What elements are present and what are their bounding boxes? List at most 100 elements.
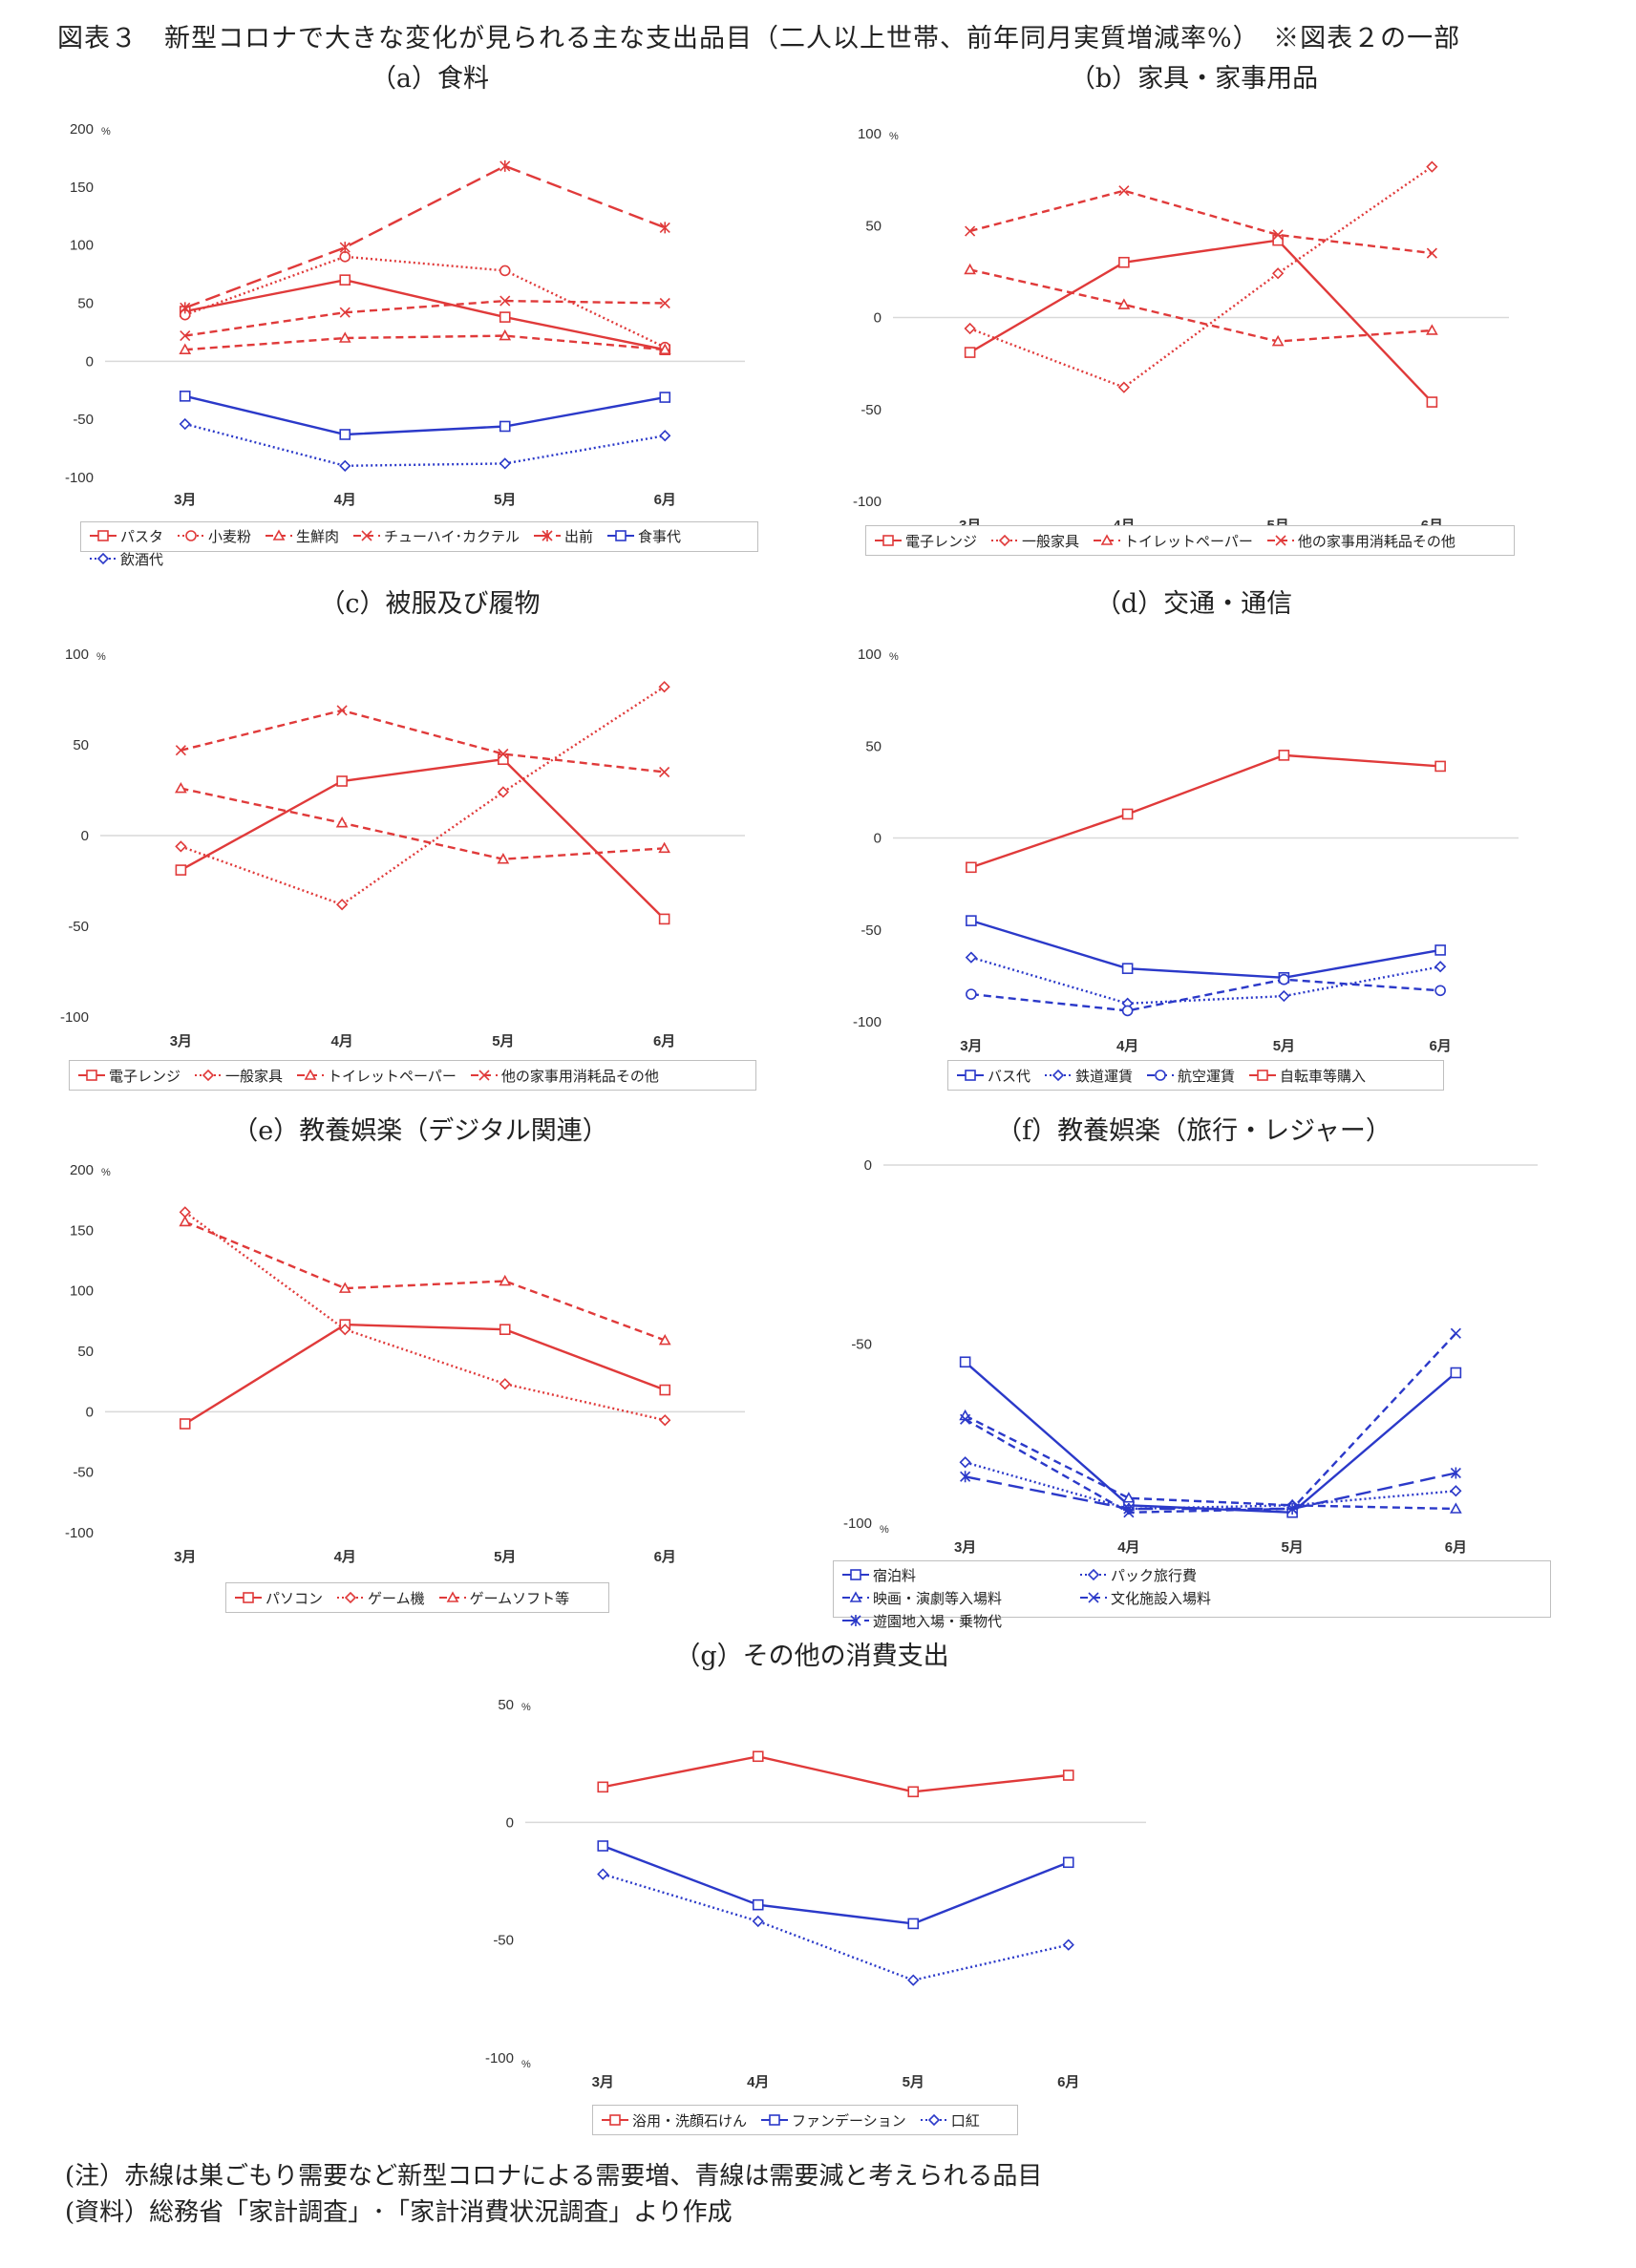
series-1 [179, 1319, 671, 1430]
data-point [335, 816, 349, 828]
series-4 [180, 295, 670, 342]
data-point [499, 1378, 511, 1390]
legend-marker [86, 1070, 97, 1081]
series-6 [179, 391, 671, 440]
series-line [969, 165, 1434, 389]
data-point [499, 265, 511, 277]
x-tick-label: 5月 [494, 492, 516, 508]
series-line [965, 1414, 1456, 1511]
series-line [968, 239, 1434, 403]
data-point [1278, 750, 1290, 761]
data-point [658, 343, 671, 354]
footnote-source: (資料）総務省「家計調査」･「家計消費状況調査」より作成 [65, 2198, 733, 2227]
data-point [1271, 267, 1285, 280]
x-tick-label: 6月 [1445, 1539, 1467, 1556]
y-tick-label: -50 [493, 1933, 514, 1949]
data-point [499, 420, 511, 433]
legend-label: 他の家事用消耗品その他 [500, 1068, 659, 1085]
legend-marker [850, 1615, 861, 1626]
data-point [1118, 256, 1130, 268]
data-point [497, 853, 510, 864]
panel-title-g: （g）その他の消費支出 [674, 1642, 949, 1671]
legend-marker [927, 2113, 940, 2127]
data-point [966, 915, 977, 926]
legend-swatch [90, 552, 117, 565]
data-point [1272, 229, 1284, 241]
series-line [184, 164, 666, 309]
legend-swatch [761, 2114, 789, 2126]
y-tick-label: -50 [68, 919, 89, 935]
data-point [964, 347, 976, 358]
y-tick-label: 100 [858, 126, 882, 142]
data-point [964, 322, 976, 335]
legend-label: チューハイ･カクテル [384, 528, 520, 545]
y-tick-label: 0 [874, 831, 882, 847]
data-point [339, 242, 351, 254]
data-point [1062, 1770, 1074, 1781]
legend-label: 電子レンジ [109, 1068, 181, 1085]
data-point [1062, 1856, 1074, 1869]
legend-item: 他の家事用消耗品その他 [1266, 529, 1455, 552]
data-point [597, 1840, 609, 1852]
legend-marker [542, 530, 553, 541]
legend-swatch [1094, 534, 1121, 545]
legend-swatch [606, 530, 634, 541]
legend-entertainment-travel: 宿泊料 パック旅行費 映画・演劇等入場料 文化施設入場料 遊園地入場・乗物代 [833, 1560, 1551, 1630]
legend-item: トイレットペーパー [296, 1064, 457, 1087]
legend-swatch [470, 1070, 498, 1081]
legend-label: 小麦粉 [208, 528, 252, 545]
series-line [184, 422, 666, 468]
figure-title: 図表３ 新型コロナで大きな変化が見られる主な支出品目（二人以上世帯、前年同月実質… [57, 24, 1461, 53]
legend-marker [344, 1591, 357, 1604]
data-point [752, 1750, 764, 1763]
legend-swatch [337, 1591, 365, 1604]
legend-label: 自転車等購入 [1280, 1068, 1367, 1085]
data-point [179, 1418, 191, 1430]
legend-swatch [1249, 1070, 1277, 1081]
data-point [907, 1786, 920, 1798]
legend-swatch [842, 1615, 869, 1626]
y-tick-label: 50 [865, 738, 882, 754]
data-point [966, 988, 977, 1000]
series-7 [179, 417, 671, 472]
data-point [499, 295, 511, 307]
legend-label: パソコン [266, 1590, 324, 1607]
legend-item: 映画・演劇等入場料 [841, 1586, 1066, 1609]
series-3 [964, 263, 1438, 347]
series-line [184, 299, 666, 337]
data-point [339, 307, 351, 318]
data-point [659, 392, 671, 403]
legend-entertainment-digital: パソコン ゲーム機 ゲームソフト等 [225, 1582, 609, 1613]
panel-title-b: （b）家具・家事用品 [1069, 64, 1319, 94]
series-line [184, 334, 666, 351]
legend-marker [1100, 534, 1114, 545]
legend-marker [1052, 1069, 1065, 1082]
y-unit-label: % [101, 126, 111, 138]
series-line [181, 787, 665, 860]
legend-label: 飲酒代 [120, 551, 164, 568]
legend-swatch [920, 2113, 947, 2127]
legend-marker [998, 534, 1011, 547]
legend-item: ゲーム機 [336, 1586, 425, 1609]
legend-item: 飲酒代 [89, 547, 163, 570]
data-point [339, 429, 351, 440]
legend-marker [361, 530, 372, 541]
legend-swatch [842, 1569, 869, 1580]
legend-marker [769, 2114, 780, 2126]
data-point [959, 1356, 971, 1368]
legend-item: 浴用・洗顔石けん [601, 2109, 747, 2131]
y-tick-label: 0 [86, 353, 94, 370]
data-point [659, 1384, 671, 1396]
data-point [1450, 1485, 1462, 1497]
x-tick-label: 5月 [1281, 1539, 1303, 1556]
series-line [603, 1755, 1069, 1793]
y-tick-label: -100 [485, 2050, 514, 2067]
panel-title-c: （c）被服及び履物 [319, 589, 541, 619]
legend-item: パック旅行費 [1079, 1563, 1304, 1586]
x-tick-label: 5月 [903, 2074, 924, 2090]
series-line [970, 919, 1441, 980]
x-tick-label: 4月 [330, 1033, 352, 1049]
data-point [175, 745, 186, 756]
data-point [907, 1974, 920, 1986]
x-tick-label: 3月 [954, 1539, 976, 1556]
